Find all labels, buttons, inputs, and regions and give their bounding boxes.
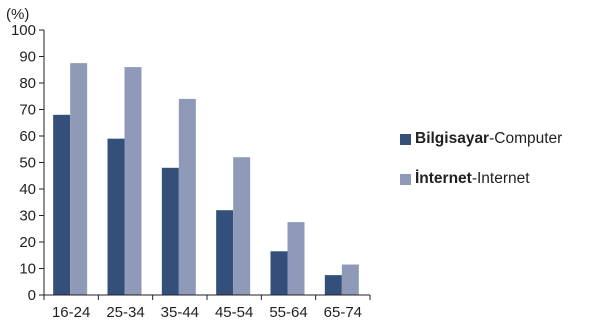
- axes-lines: [43, 30, 370, 296]
- x-tick-label: 55-64: [269, 304, 307, 321]
- legend-swatch-computer: [400, 133, 411, 145]
- y-tick-label: 50: [19, 155, 36, 172]
- legend-item-internet: İnternet -Internet: [400, 168, 562, 190]
- bar-internet-45-54: [233, 157, 251, 295]
- bar-internet-16-24: [70, 63, 88, 295]
- bar-computer-35-44: [161, 167, 179, 295]
- legend-label-computer: -Computer: [489, 130, 563, 147]
- y-tick-label: 60: [19, 128, 36, 145]
- legend: Bilgisayar -Computer İnternet -Internet: [400, 128, 562, 208]
- bar-internet-35-44: [178, 98, 196, 296]
- y-unit-label: (%): [6, 6, 29, 23]
- y-tick-label: 10: [19, 261, 36, 278]
- legend-label-internet-bold: İnternet: [415, 170, 472, 187]
- bar-computer-16-24: [53, 114, 71, 295]
- bar-computer-55-64: [270, 251, 288, 295]
- legend-label-computer-bold: Bilgisayar: [415, 130, 490, 147]
- bar-internet-55-64: [287, 222, 305, 295]
- bar-computer-65-74: [324, 275, 342, 295]
- bar-internet-25-34: [124, 67, 142, 295]
- x-tick-label: 16-24: [52, 304, 90, 321]
- bars: [53, 63, 359, 296]
- y-tick-label: 80: [19, 75, 36, 92]
- x-tick-label: 65-74: [324, 304, 362, 321]
- x-tick-label: 25-34: [106, 304, 144, 321]
- y-tick-label: 30: [19, 208, 36, 225]
- bar-computer-25-34: [107, 138, 125, 295]
- y-axis: 0 10 20 30 40 50 60 70 80 90 100: [11, 22, 44, 304]
- bar-internet-65-74: [341, 264, 359, 295]
- legend-label-internet: -Internet: [471, 170, 530, 187]
- x-axis: 16-24 25-34 35-44 45-54 55-64 65-74: [43, 295, 371, 321]
- y-tick-label: 70: [19, 102, 36, 119]
- y-tick-label: 100: [11, 22, 36, 39]
- y-tick-label: 40: [19, 181, 36, 198]
- y-tick-label: 20: [19, 234, 36, 251]
- y-tick-label: 0: [28, 287, 36, 304]
- y-tick-label: 90: [19, 49, 36, 66]
- legend-item-computer: Bilgisayar -Computer: [400, 128, 562, 150]
- legend-swatch-internet: [400, 173, 411, 185]
- x-tick-label: 45-54: [215, 304, 253, 321]
- x-tick-label: 35-44: [161, 304, 199, 321]
- bar-computer-45-54: [216, 210, 234, 295]
